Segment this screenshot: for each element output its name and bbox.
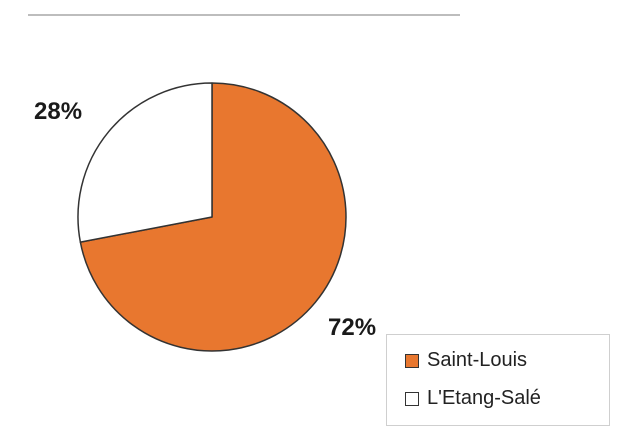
pie-slice-l-etang-sal [77,82,213,243]
legend-item-saint-louis: Saint-Louis [405,349,527,372]
legend-swatch-saint-louis [405,353,419,368]
legend-label-saint-louis: Saint-Louis [427,349,528,371]
legend-item-etang-sale: L'Etang-Salé [405,387,541,410]
slice-label-saint-louis: 72% [328,314,377,341]
chart-legend: Saint-Louis L'Etang-Salé [386,334,610,426]
legend-swatch-etang-sale [405,391,419,406]
top-divider [28,14,460,16]
pie-slice-saint-louis [79,82,347,352]
slice-label-etang-sale: 28% [34,98,83,125]
legend-label-etang-sale: L'Etang-Salé [427,387,541,409]
